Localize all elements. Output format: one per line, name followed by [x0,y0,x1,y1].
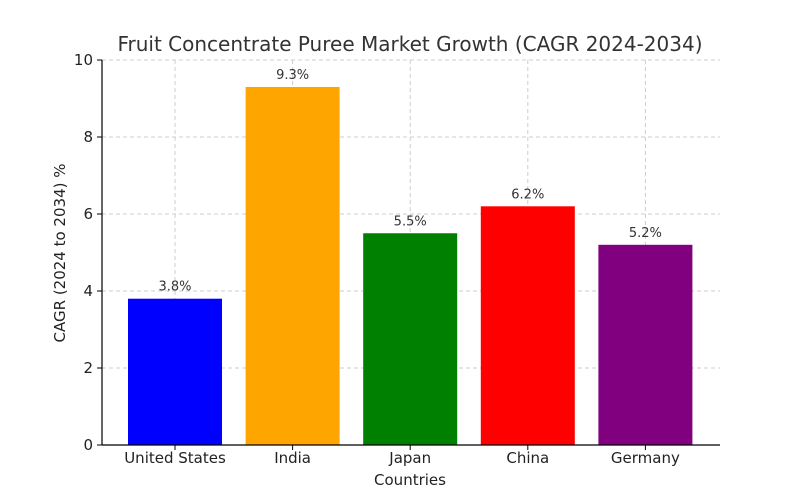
y-tick-label: 10 [74,51,93,69]
x-tick-label: United States [124,449,226,467]
bar [598,244,693,445]
y-tick-label: 4 [83,282,93,300]
y-tick-label: 8 [83,128,93,146]
x-tick-label: China [506,449,549,467]
y-tick-label: 6 [83,205,93,223]
chart-title: Fruit Concentrate Puree Market Growth (C… [117,32,702,56]
y-tick-label: 0 [83,436,93,454]
data-label: 3.8% [158,280,191,295]
bar [363,233,458,445]
data-label: 5.5% [394,214,427,229]
bar [245,86,340,445]
bars [128,86,693,445]
x-tick-label: Germany [611,449,680,467]
bar [480,206,575,445]
data-label: 5.2% [629,226,662,241]
y-tick-label: 2 [83,359,93,377]
data-label: 9.3% [276,68,309,83]
tick-labels: 0 2 4 6 8 10 United States India Japan China Germa… [74,51,680,467]
axes [97,59,720,450]
bar [128,298,222,445]
data-label: 6.2% [511,187,544,202]
y-axis-label: CAGR (2024 to 2034) % [51,164,69,343]
x-tick-label: India [274,449,311,467]
x-axis-label: Countries [374,471,446,489]
x-tick-label: Japan [388,449,431,467]
data-labels: 3.8% 9.3% 5.5% 6.2% 5.2% [158,68,661,295]
